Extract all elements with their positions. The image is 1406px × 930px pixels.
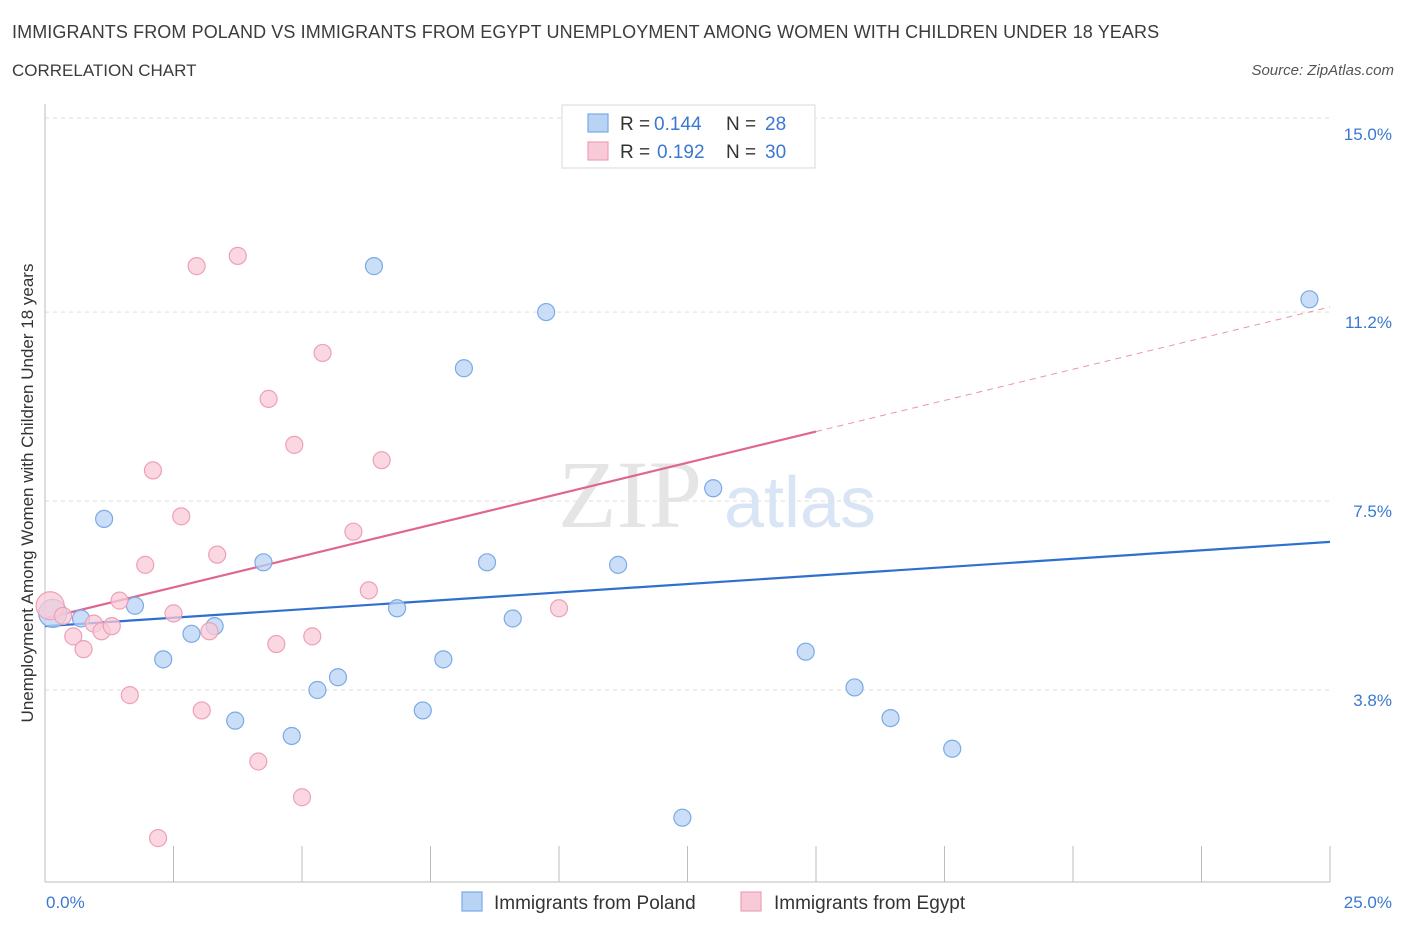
x-tick-label-0: 0.0% — [46, 893, 85, 912]
bottom-legend-swatch-poland — [461, 891, 483, 912]
legend-n-value-egypt: 30 — [765, 142, 786, 163]
trend-line-extension-1 — [815, 306, 1331, 433]
egypt-point — [172, 507, 191, 526]
poland-point — [796, 642, 815, 661]
bottom-legend-swatch-egypt — [740, 891, 762, 912]
legend-n-label-poland: N = — [726, 114, 756, 135]
egypt-point — [344, 522, 363, 541]
egypt-point — [110, 591, 129, 610]
legend-r-value-poland: 0.144 — [654, 114, 702, 135]
egypt-point — [372, 451, 391, 470]
egypt-point — [187, 257, 206, 276]
x-tick-label-1: 25.0% — [1344, 893, 1392, 912]
trend-lines — [44, 306, 1331, 628]
watermark: ZIP atlas — [558, 441, 876, 548]
egypt-point — [285, 435, 304, 454]
egypt-point — [267, 634, 286, 654]
poland-point — [503, 609, 522, 628]
poland-point — [226, 711, 245, 730]
x-tick-labels: 0.0% 25.0% — [46, 893, 1392, 912]
egypt-point — [259, 389, 278, 408]
y-axis-label: Unemployment Among Women with Children U… — [18, 264, 37, 723]
legend-swatch-egypt — [587, 141, 609, 161]
poland-point — [364, 257, 384, 276]
legend-swatch-poland — [587, 113, 609, 133]
bottom-legend-label-egypt: Immigrants from Egypt — [774, 893, 966, 914]
poland-point — [282, 726, 301, 746]
poland-point — [434, 650, 453, 669]
poland-point — [95, 509, 114, 529]
trend-line-0 — [44, 540, 1331, 628]
legend-n-label-egypt: N = — [726, 142, 756, 163]
watermark-atlas: atlas — [724, 463, 876, 543]
poland-point — [308, 680, 327, 700]
poland-point — [328, 668, 348, 687]
legend-r-label-poland: R = — [620, 114, 650, 135]
legend-r-value-egypt: 0.192 — [657, 142, 705, 163]
legend-n-value-poland: 28 — [765, 114, 786, 135]
egypt-point — [53, 606, 73, 626]
chart-subtitle: CORRELATION CHART — [12, 61, 197, 80]
trend-line-1 — [44, 430, 817, 620]
egypt-point — [313, 343, 332, 363]
bottom-legend-label-poland: Immigrants from Poland — [494, 893, 696, 914]
grid-lines — [45, 117, 1330, 691]
egypt-point — [549, 599, 569, 618]
egypt-point — [208, 545, 227, 564]
egypt-point — [192, 701, 211, 720]
egypt-point — [74, 640, 93, 659]
egypt-point — [120, 686, 139, 705]
y-tick-label-0: 3.8% — [1353, 691, 1392, 710]
data-points — [35, 246, 1319, 848]
egypt-point — [200, 622, 219, 641]
egypt-point — [102, 617, 121, 636]
chart-title: IMMIGRANTS FROM POLAND VS IMMIGRANTS FRO… — [12, 22, 1160, 42]
y-tick-label-2: 11.2% — [1345, 313, 1392, 332]
axes — [44, 104, 1331, 883]
poland-point — [1300, 290, 1319, 309]
poland-point — [943, 739, 962, 758]
poland-point — [182, 624, 201, 643]
y-tick-label-3: 15.0% — [1344, 125, 1392, 144]
y-tick-labels: 3.8% 7.5% 11.2% 15.0% — [1344, 125, 1392, 710]
poland-point — [154, 650, 173, 669]
poland-point — [845, 678, 864, 697]
poland-point — [609, 555, 628, 574]
watermark-zip: ZIP — [558, 441, 702, 548]
y-tick-label-1: 7.5% — [1353, 502, 1392, 521]
poland-point — [477, 553, 497, 572]
egypt-point — [249, 752, 268, 771]
egypt-point — [303, 627, 322, 646]
poland-point — [387, 599, 407, 618]
poland-point — [413, 701, 432, 720]
poland-point — [537, 302, 556, 322]
poland-point — [704, 479, 723, 498]
egypt-point — [148, 829, 168, 848]
egypt-point — [359, 581, 378, 600]
poland-point — [254, 553, 273, 572]
top-legend: R = 0.144 N = 28 R = 0.192 N = 30 — [561, 104, 816, 169]
egypt-point — [64, 627, 83, 646]
egypt-point — [164, 604, 183, 623]
poland-point — [125, 596, 145, 615]
legend-r-label-egypt: R = — [620, 142, 650, 163]
egypt-point — [228, 246, 247, 265]
egypt-point — [136, 555, 155, 574]
poland-point — [454, 359, 474, 378]
bottom-legend: Immigrants from Poland Immigrants from E… — [461, 891, 966, 914]
egypt-point — [143, 461, 163, 480]
source-label: Source: ZipAtlas.com — [1251, 62, 1394, 79]
poland-point — [881, 708, 900, 728]
egypt-point — [292, 788, 312, 807]
poland-point — [673, 808, 692, 827]
